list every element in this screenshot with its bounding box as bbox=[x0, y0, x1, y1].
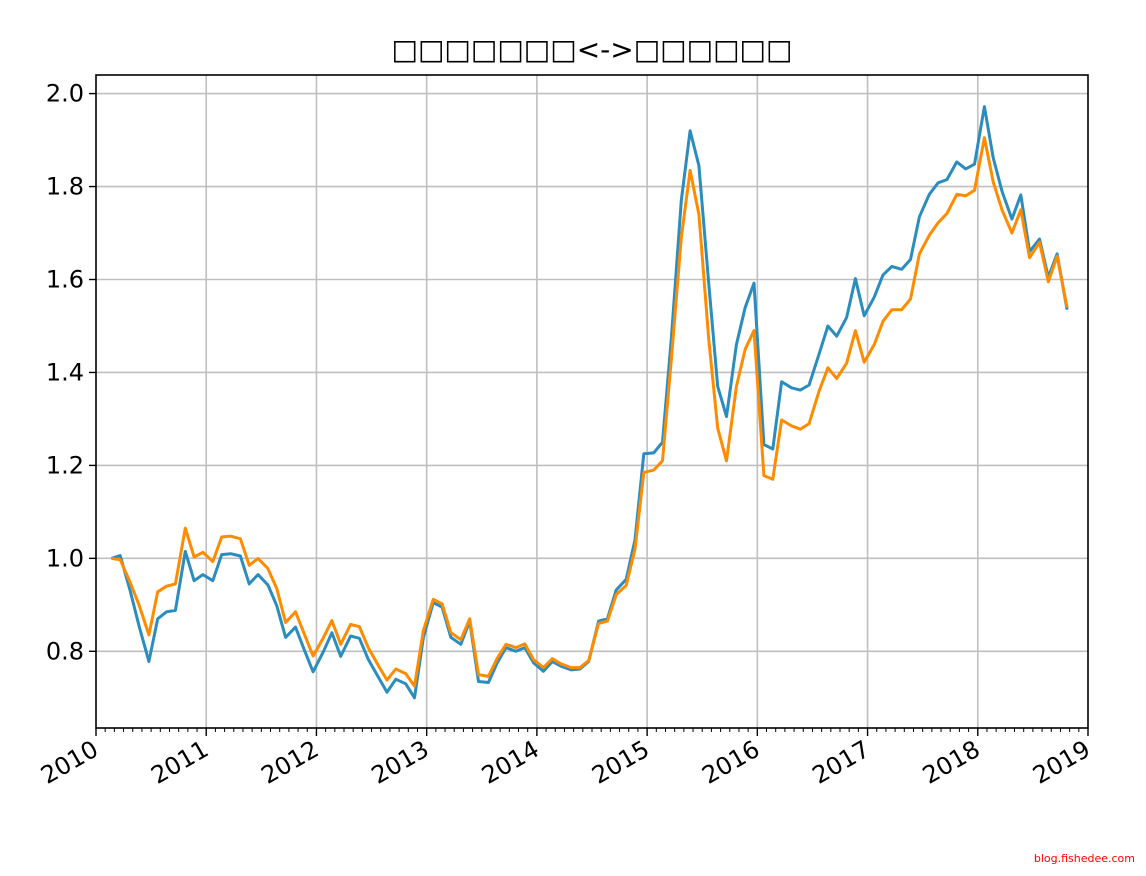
y-tick-label: 0.8 bbox=[46, 637, 84, 665]
chart-title: □□□□□□□<->□□□□□□ bbox=[392, 33, 793, 66]
series-lines bbox=[110, 105, 1069, 700]
grid-lines bbox=[96, 75, 1088, 728]
watermark: blog.fishedee.com bbox=[1034, 852, 1135, 865]
y-tick-label: 1.2 bbox=[46, 451, 84, 479]
y-tick-label: 1.4 bbox=[46, 358, 84, 386]
series-2-line bbox=[111, 136, 1069, 688]
y-tick-label: 1.8 bbox=[46, 173, 84, 201]
y-tick-label: 2.0 bbox=[46, 80, 84, 108]
y-tick-label: 1.6 bbox=[46, 265, 84, 293]
y-tick-label: 1.0 bbox=[46, 544, 84, 572]
